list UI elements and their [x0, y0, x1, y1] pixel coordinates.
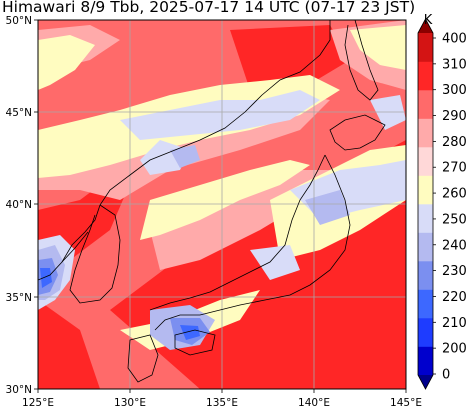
cloud-region: [38, 35, 95, 90]
colorbar: 0 200 210 220 230 240 250 260 270 280 290 300 310 400: [417, 18, 467, 390]
lon-tick-label: 125°E: [22, 397, 54, 409]
lon-tick-label: 135°E: [206, 397, 238, 409]
lat-tick-label: 50°N: [6, 15, 32, 27]
map-title: Himawari 8/9 Tbb, 2025-07-17 14 UTC (07-…: [2, 0, 416, 16]
colorbar-segment: [418, 346, 433, 376]
tbb-map-area: [38, 20, 406, 389]
graticule: [38, 20, 406, 389]
colorbar-segment: [418, 90, 433, 119]
colorbar-tick-label: 280: [442, 135, 467, 150]
lon-tick-label: 140°E: [298, 397, 330, 409]
coastline-shikoku: [174, 329, 216, 356]
colorbar-max-extend: [418, 19, 433, 33]
cloud-region: [350, 25, 406, 70]
lat-tick-label: 45°N: [6, 107, 32, 119]
lat-tick-label: 30°N: [6, 384, 32, 396]
colorbar-segment: [418, 261, 433, 290]
axis-ticks: [34, 19, 407, 393]
coastline-hokkaido: [329, 114, 386, 151]
colorbar-outline: [417, 18, 434, 390]
colorbar-tick-label: 270: [442, 161, 467, 176]
coastline-mainland-asia: [38, 20, 331, 281]
colorbar-tick-label: 290: [442, 109, 467, 124]
colorbar-segment: [418, 318, 433, 347]
lon-tick-label: 145°E: [390, 397, 422, 409]
colorbar-segment: [418, 118, 433, 148]
lat-tick-label: 40°N: [6, 199, 32, 211]
deep-convection-region: [40, 268, 52, 288]
coastline-kyushu: [127, 334, 159, 383]
colorbar-tick-label: 310: [442, 57, 467, 72]
colorbar-segment: [418, 147, 433, 176]
coastline-sakhalin: [344, 20, 379, 101]
colorbar-tick-label: 0: [442, 368, 450, 383]
warm-region: [230, 25, 350, 90]
coastline-korea: [69, 204, 121, 304]
colorbar-segment: [418, 289, 433, 319]
cold-cloud-region: [120, 90, 320, 140]
colorbar-unit-label: K: [424, 13, 433, 28]
colorbar-segment: [418, 61, 433, 91]
cloud-region: [140, 160, 310, 240]
colorbar-tick-label: 200: [442, 342, 467, 357]
colorbar-segment: [418, 232, 433, 262]
warm-region: [38, 300, 100, 389]
colorbar-min-extend: [418, 375, 433, 389]
colorbar-tick-label: 300: [442, 83, 467, 98]
lat-tick-label: 35°N: [6, 292, 32, 304]
colorbar-tick-label: 260: [442, 187, 467, 202]
colorbar-tick-label: 240: [442, 238, 467, 253]
coastline-honshu: [154, 154, 351, 331]
colorbar-tick-label: 230: [442, 264, 467, 279]
coastline-border: [61, 231, 89, 263]
colorbar-segment: [418, 204, 433, 233]
cold-cloud-region: [370, 95, 406, 130]
lon-tick-label: 130°E: [114, 397, 146, 409]
cold-cloud-region: [305, 190, 350, 225]
colorbar-tick-label: 210: [442, 316, 467, 331]
cold-cloud-region: [170, 145, 200, 168]
cold-cloud-region: [250, 245, 300, 280]
colorbar-tick-label: 400: [442, 32, 467, 47]
colorbar-segment: [418, 33, 433, 62]
colorbar-tick-label: 220: [442, 290, 467, 305]
coastlines: [38, 20, 386, 383]
deep-convection-region: [180, 325, 200, 340]
coastline-honshu-north: [149, 154, 326, 311]
colorbar-segment: [418, 175, 433, 205]
colorbar-tick-label: 250: [442, 212, 467, 227]
